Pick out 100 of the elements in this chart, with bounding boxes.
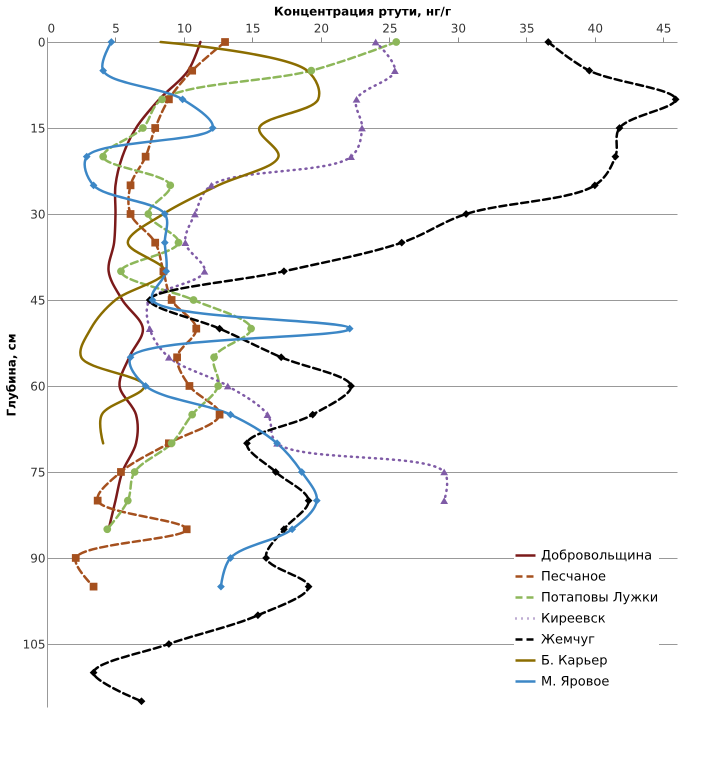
y-axis-title: Глубина, см bbox=[4, 333, 19, 417]
x-tick-label: 5 bbox=[112, 22, 120, 36]
point bbox=[94, 496, 102, 504]
legend-label: М. Яровое bbox=[541, 674, 610, 690]
point bbox=[192, 324, 200, 333]
point bbox=[191, 210, 199, 218]
y-tick-label: 60 bbox=[30, 379, 46, 394]
point bbox=[151, 124, 160, 132]
point bbox=[352, 96, 360, 103]
y-tick-label: 0 bbox=[38, 36, 46, 50]
point bbox=[392, 38, 400, 46]
point bbox=[224, 382, 232, 390]
point bbox=[308, 410, 317, 418]
legend-label: Песчаное bbox=[541, 570, 606, 584]
x-tick-label: 45 bbox=[656, 22, 672, 36]
point bbox=[126, 210, 134, 218]
point bbox=[672, 95, 680, 104]
point bbox=[99, 66, 108, 75]
point bbox=[390, 67, 399, 74]
x-tick-label: 25 bbox=[382, 22, 398, 36]
y-tick-label: 90 bbox=[30, 551, 46, 566]
point bbox=[144, 210, 152, 218]
point bbox=[168, 439, 176, 448]
point bbox=[72, 554, 80, 562]
point bbox=[440, 468, 448, 476]
point bbox=[544, 38, 552, 46]
point bbox=[160, 238, 169, 247]
point bbox=[165, 354, 173, 361]
point bbox=[148, 296, 156, 304]
point bbox=[162, 267, 170, 276]
point bbox=[90, 668, 98, 676]
point bbox=[168, 296, 176, 304]
point bbox=[165, 95, 173, 104]
point bbox=[90, 582, 98, 590]
legend-label: Б. Карьер bbox=[541, 654, 608, 668]
point bbox=[190, 296, 198, 304]
point bbox=[585, 66, 594, 75]
point bbox=[124, 496, 132, 504]
point bbox=[304, 496, 312, 504]
point bbox=[138, 697, 146, 706]
point bbox=[151, 238, 160, 247]
point bbox=[358, 124, 366, 132]
point bbox=[174, 238, 182, 247]
y-tick-label: 105 bbox=[22, 637, 46, 652]
point bbox=[307, 66, 316, 75]
point bbox=[214, 382, 222, 390]
y-tick-label: 15 bbox=[30, 121, 46, 136]
point bbox=[217, 582, 225, 590]
y-tick-label: 30 bbox=[30, 207, 46, 222]
point bbox=[99, 152, 108, 161]
point bbox=[208, 124, 217, 132]
point bbox=[264, 411, 272, 418]
point bbox=[158, 95, 166, 104]
point bbox=[82, 152, 91, 161]
point bbox=[298, 468, 306, 476]
line-series bbox=[79, 40, 320, 445]
point bbox=[200, 268, 208, 275]
point bbox=[181, 239, 190, 246]
legend-label: Потаповы Лужки bbox=[541, 590, 658, 606]
point bbox=[117, 468, 125, 476]
point bbox=[372, 38, 380, 46]
x-axis-title: Концентрация ртути, нг/г bbox=[274, 4, 452, 18]
legend-label: Киреевск bbox=[541, 612, 606, 626]
point bbox=[243, 439, 251, 448]
point bbox=[188, 66, 196, 75]
point bbox=[462, 210, 470, 218]
point bbox=[221, 38, 229, 46]
point bbox=[440, 497, 448, 504]
x-tick-label: 20 bbox=[314, 22, 330, 36]
point bbox=[182, 525, 191, 534]
x-tick-label: 30 bbox=[450, 22, 466, 36]
y-tick-label: 45 bbox=[30, 293, 46, 308]
point bbox=[280, 267, 288, 276]
point bbox=[210, 353, 218, 362]
point bbox=[165, 640, 173, 648]
point bbox=[347, 153, 355, 160]
point bbox=[288, 525, 296, 534]
point bbox=[173, 353, 181, 362]
point bbox=[130, 468, 139, 476]
point bbox=[272, 468, 280, 476]
point bbox=[590, 181, 599, 190]
point bbox=[216, 410, 224, 418]
point bbox=[160, 210, 169, 218]
point bbox=[90, 181, 98, 190]
point bbox=[178, 95, 186, 104]
point bbox=[142, 152, 150, 161]
x-tick-label: 0 bbox=[48, 22, 56, 36]
point bbox=[304, 582, 312, 590]
legend-label: Жемчуг bbox=[541, 632, 596, 648]
point bbox=[146, 325, 154, 332]
point bbox=[226, 410, 234, 418]
point bbox=[126, 181, 134, 190]
point bbox=[262, 554, 270, 562]
x-tick-label: 40 bbox=[588, 22, 603, 36]
y-tick-label: 75 bbox=[30, 465, 46, 480]
point bbox=[611, 152, 620, 161]
point bbox=[398, 238, 406, 247]
legend-label: Добровольщина bbox=[541, 548, 652, 564]
point bbox=[142, 382, 150, 390]
point bbox=[346, 324, 354, 333]
